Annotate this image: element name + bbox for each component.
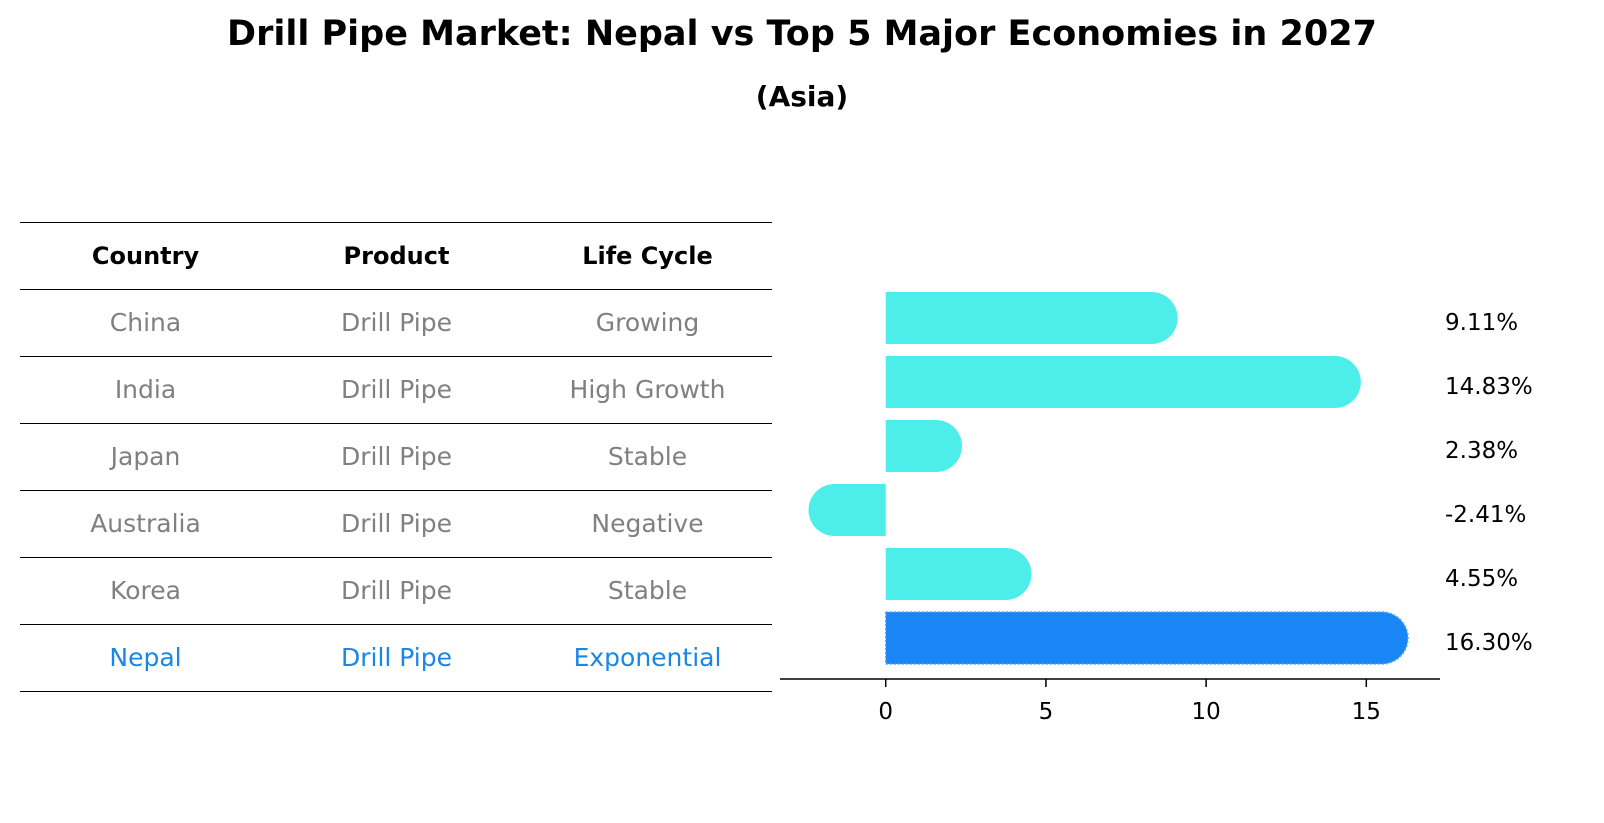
- x-tick-label: 10: [1191, 699, 1220, 725]
- table-header-row: Country Product Life Cycle: [20, 222, 772, 289]
- cell-product: Drill Pipe: [340, 576, 453, 605]
- cell-country: Korea: [110, 576, 181, 605]
- header-product: Product: [343, 242, 450, 270]
- x-tick-label: 0: [878, 699, 893, 725]
- chart-title: Drill Pipe Market: Nepal vs Top 5 Major …: [227, 14, 1377, 54]
- cell-life-cycle: High Growth: [569, 375, 726, 404]
- cell-product: Drill Pipe: [340, 509, 453, 538]
- value-label: 4.55%: [1445, 566, 1518, 592]
- header-life-cycle: Life Cycle: [582, 242, 713, 270]
- cell-country: Australia: [90, 509, 201, 538]
- cell-product: Drill Pipe: [340, 643, 453, 672]
- x-tick-label: 15: [1352, 699, 1381, 725]
- cell-product: Drill Pipe: [340, 308, 453, 337]
- x-tick-label: 5: [1039, 699, 1054, 725]
- value-label: 9.11%: [1445, 310, 1518, 336]
- bar-india: [885, 356, 1361, 408]
- chart-subtitle: (Asia): [755, 80, 849, 113]
- bar-japan: [885, 420, 962, 472]
- table-row: China Drill Pipe Growing: [20, 289, 772, 356]
- bar-korea: [885, 548, 1032, 600]
- table-row: India Drill Pipe High Growth: [20, 356, 772, 423]
- cell-product: Drill Pipe: [340, 442, 453, 471]
- cell-life-cycle: Growing: [595, 308, 700, 337]
- value-label: 2.38%: [1445, 438, 1518, 464]
- value-label: -2.41%: [1445, 502, 1526, 528]
- cell-country: Japan: [110, 442, 181, 471]
- cell-country: Nepal: [109, 643, 182, 672]
- table-row: Japan Drill Pipe Stable: [20, 423, 772, 490]
- cell-life-cycle: Stable: [607, 442, 688, 471]
- cell-life-cycle: Exponential: [573, 643, 722, 672]
- cell-life-cycle: Stable: [607, 576, 688, 605]
- header-country: Country: [91, 242, 200, 270]
- comparison-table: Country Product Life Cycle China Drill P…: [20, 222, 772, 692]
- bar-australia: [808, 484, 886, 536]
- table-row: Korea Drill Pipe Stable: [20, 557, 772, 624]
- table-row-highlight: Nepal Drill Pipe Exponential: [20, 624, 772, 692]
- cell-country: China: [109, 308, 182, 337]
- value-label: 14.83%: [1445, 374, 1533, 400]
- value-label: 16.30%: [1445, 630, 1533, 656]
- cell-country: India: [114, 375, 177, 404]
- bar-china: [885, 292, 1178, 344]
- bar-nepal: [884, 611, 1409, 665]
- cell-life-cycle: Negative: [591, 509, 704, 538]
- bar-chart: 9.11% 14.83% 2.38% -2.41% 4.55% 16.30% 0 5 10 15: [780, 292, 1533, 725]
- cell-product: Drill Pipe: [340, 375, 453, 404]
- table-row: Australia Drill Pipe Negative: [20, 490, 772, 557]
